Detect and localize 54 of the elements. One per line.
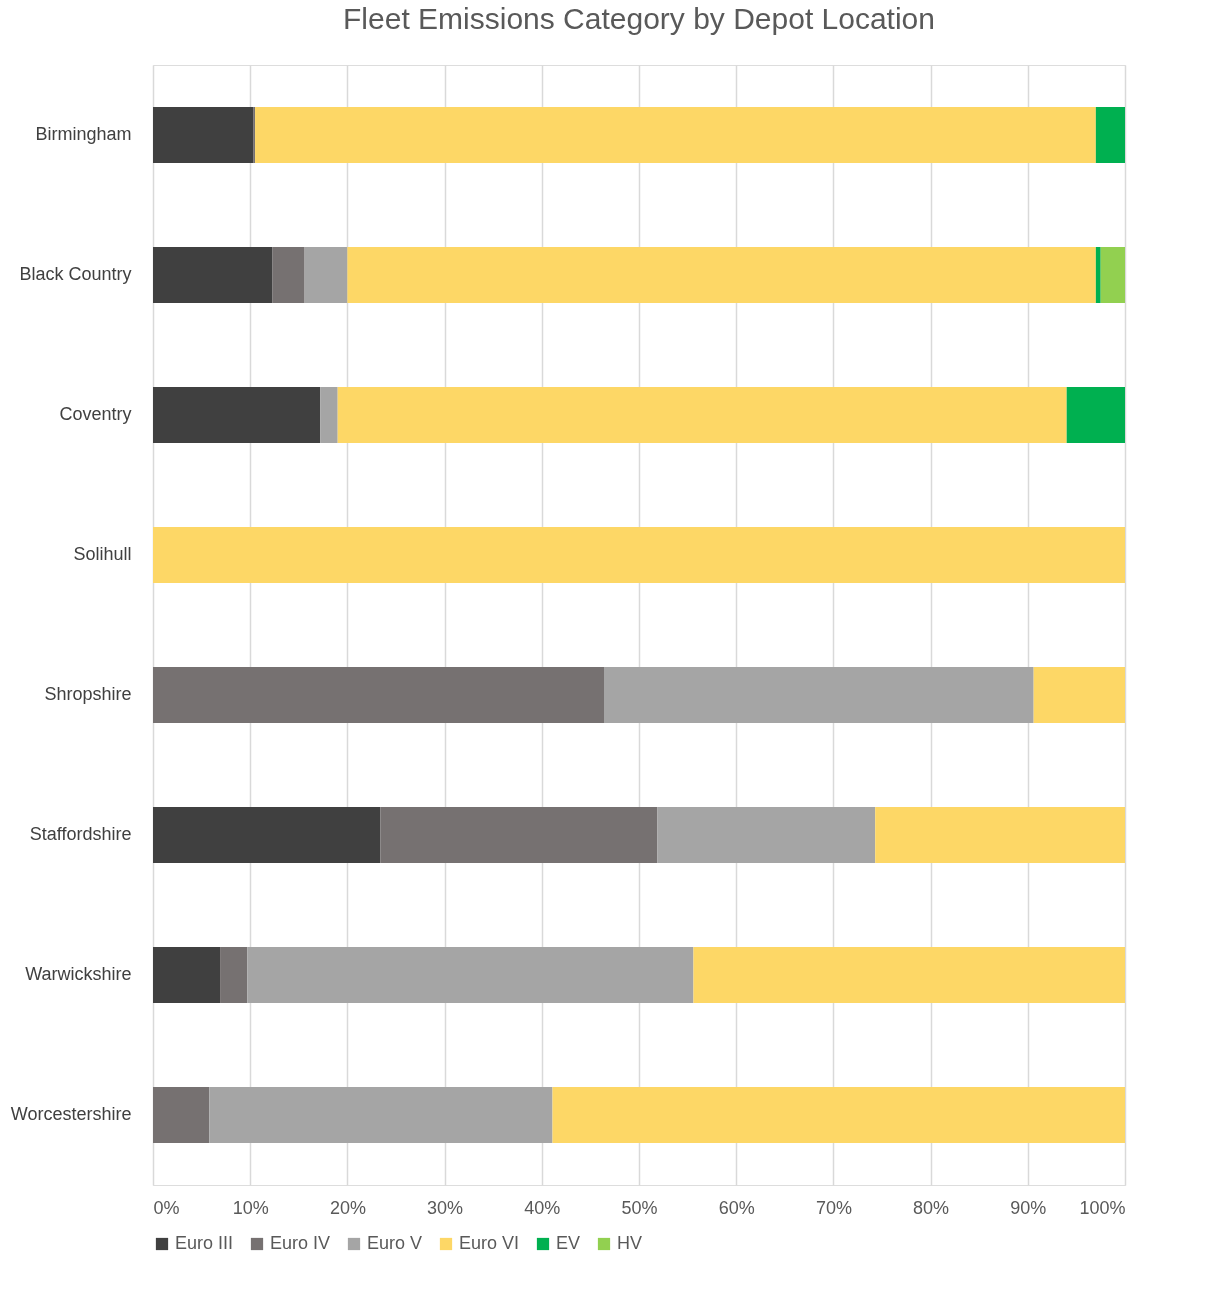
bar xyxy=(272,247,305,303)
legend-label: Euro III xyxy=(175,1233,234,1253)
bar xyxy=(693,947,1125,1003)
bar xyxy=(220,947,248,1003)
bar xyxy=(153,1087,210,1143)
bar xyxy=(209,1087,553,1143)
legend-label: HV xyxy=(617,1233,643,1253)
bar xyxy=(1095,107,1125,163)
bar xyxy=(153,107,254,163)
y-tick-label: Black Country xyxy=(19,264,132,284)
legend-label: Euro IV xyxy=(270,1233,331,1253)
x-tick-label: 40% xyxy=(524,1197,561,1218)
bar xyxy=(320,387,338,443)
y-tick-label: Coventry xyxy=(59,404,132,424)
bar xyxy=(1095,247,1101,303)
x-tick-label: 30% xyxy=(427,1197,464,1218)
bar xyxy=(1033,667,1125,723)
y-tick-label: Staffordshire xyxy=(29,824,132,844)
y-tick-label: Solihull xyxy=(73,544,132,564)
bar xyxy=(153,247,273,303)
x-tick-label: 0% xyxy=(153,1197,180,1218)
legend-label: Euro V xyxy=(367,1233,423,1253)
bar xyxy=(153,387,321,443)
bar xyxy=(347,247,1096,303)
bar xyxy=(153,807,381,863)
bar xyxy=(255,107,1096,163)
bar xyxy=(657,807,876,863)
x-tick-label: 50% xyxy=(621,1197,658,1218)
bar xyxy=(153,947,221,1003)
legend-label: EV xyxy=(556,1233,581,1253)
x-tick-label: 90% xyxy=(1010,1197,1047,1218)
x-tick-label: 60% xyxy=(718,1197,755,1218)
y-tick-label: Warwickshire xyxy=(25,964,132,984)
y-tick-label: Shropshire xyxy=(44,684,132,704)
bar xyxy=(247,947,694,1003)
bar xyxy=(552,1087,1125,1143)
y-tick-label: Worcestershire xyxy=(10,1104,132,1124)
x-tick-label: 20% xyxy=(329,1197,366,1218)
chart-title: Fleet Emissions Category by Depot Location xyxy=(343,2,935,35)
bar xyxy=(153,667,605,723)
y-tick-label: Birmingham xyxy=(35,124,132,144)
bar xyxy=(380,807,658,863)
x-tick-label: 70% xyxy=(815,1197,852,1218)
bar xyxy=(604,667,1034,723)
bar xyxy=(153,527,1125,583)
bar xyxy=(1100,247,1125,303)
bar xyxy=(337,387,1067,443)
x-tick-label: 10% xyxy=(232,1197,269,1218)
bar xyxy=(1066,387,1125,443)
bar xyxy=(875,807,1125,863)
x-tick-label: 80% xyxy=(913,1197,950,1218)
bar xyxy=(304,247,348,303)
legend-label: Euro VI xyxy=(459,1233,520,1253)
x-tick-label: 100% xyxy=(1079,1197,1126,1218)
